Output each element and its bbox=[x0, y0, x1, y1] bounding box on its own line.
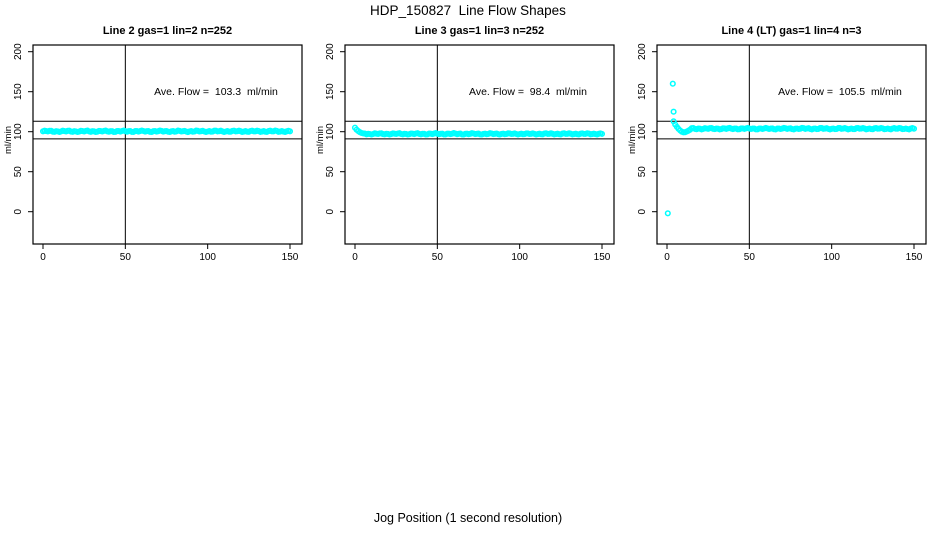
plot-area: 0 50 100 150 200 0 50 100 150 bbox=[637, 43, 927, 263]
x-tick-label: 50 bbox=[432, 252, 444, 263]
y-tick-label: 100 bbox=[13, 123, 24, 140]
y-tick-label: 0 bbox=[13, 208, 24, 214]
x-tick-label: 150 bbox=[906, 252, 923, 263]
y-tick-label: 50 bbox=[13, 166, 24, 178]
ave-flow-annotation: Ave. Flow = 105.5 ml/min bbox=[778, 86, 902, 98]
plot-area: 0 50 100 150 200 0 50 100 150 bbox=[13, 43, 303, 263]
chart-title: HDP_150827 Line Flow Shapes bbox=[370, 3, 566, 18]
y-tick-label: 200 bbox=[637, 43, 648, 60]
ave-flow-annotation: Ave. Flow = 98.4 ml/min bbox=[469, 86, 587, 98]
x-axis-title: Jog Position (1 second resolution) bbox=[373, 511, 563, 525]
x-tick-label: 100 bbox=[511, 252, 528, 263]
plot-box bbox=[344, 44, 615, 245]
panel-title: Line 4 (LT) gas=1 lin=4 n=3 bbox=[721, 25, 862, 37]
x-tick-label: 150 bbox=[282, 252, 299, 263]
data-point bbox=[664, 210, 671, 217]
data-point bbox=[286, 128, 294, 135]
x-tick-label: 0 bbox=[664, 252, 670, 263]
data-point bbox=[687, 126, 694, 133]
data-point bbox=[670, 108, 677, 115]
x-tick-label: 0 bbox=[40, 252, 46, 263]
y-tick-label: 100 bbox=[637, 123, 648, 140]
x-tick-label: 100 bbox=[199, 252, 216, 263]
plot-box bbox=[32, 44, 303, 245]
data-point bbox=[669, 80, 676, 87]
plot-box bbox=[656, 44, 927, 245]
y-tick-label: 200 bbox=[13, 43, 24, 60]
data-point bbox=[598, 130, 606, 137]
y-tick-label: 0 bbox=[637, 208, 648, 214]
y-tick-label: 100 bbox=[325, 123, 336, 140]
x-tick-label: 50 bbox=[744, 252, 756, 263]
x-tick-label: 100 bbox=[823, 252, 840, 263]
panel-title: Line 3 gas=1 lin=3 n=252 bbox=[414, 25, 545, 37]
y-tick-label: 150 bbox=[325, 83, 336, 100]
data-point bbox=[910, 125, 918, 132]
x-tick-label: 150 bbox=[594, 252, 611, 263]
data-point bbox=[361, 130, 368, 137]
y-tick-label: 200 bbox=[325, 43, 336, 60]
y-tick-label: 50 bbox=[637, 166, 648, 178]
x-tick-label: 0 bbox=[352, 252, 358, 263]
y-tick-label: 0 bbox=[325, 208, 336, 214]
panel-line-2: Line 2 gas=1 lin=2 n=252 Ave. Flow = 103… bbox=[0, 0, 312, 300]
x-tick-label: 50 bbox=[120, 252, 132, 263]
y-tick-label: 150 bbox=[13, 83, 24, 100]
plot-area: 0 50 100 150 200 0 50 100 150 bbox=[325, 43, 615, 263]
panel-line-4: Line 4 (LT) gas=1 lin=4 n=3 Ave. Flow = … bbox=[624, 0, 936, 300]
y-tick-label: 150 bbox=[637, 83, 648, 100]
ave-flow-annotation: Ave. Flow = 103.3 ml/min bbox=[154, 86, 278, 98]
panel-title: Line 2 gas=1 lin=2 n=252 bbox=[102, 25, 233, 37]
panel-line-3: Line 3 gas=1 lin=3 n=252 Ave. Flow = 98.… bbox=[312, 0, 624, 300]
y-tick-label: 50 bbox=[325, 166, 336, 178]
